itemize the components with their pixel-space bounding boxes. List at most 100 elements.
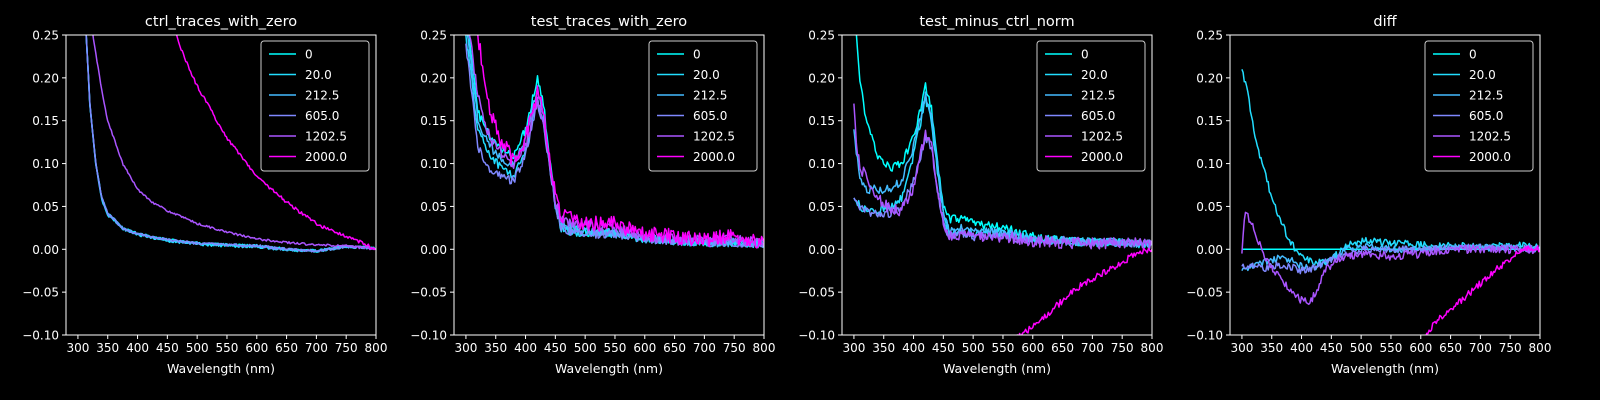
legend-label: 0 [1469,48,1477,62]
x-tick-label: 350 [1260,341,1283,355]
y-tick-label: 0.25 [32,29,59,43]
legend-label: 20.0 [693,68,720,82]
x-tick-label: 600 [1409,341,1432,355]
legend-label: 1202.5 [1081,130,1123,144]
x-tick-label: 600 [245,341,268,355]
chart-panel-3: test_minus_ctrl_norm 300 350 400 450 500 550 60… [798,14,1163,376]
y-tick-label: −0.10 [22,329,59,343]
chart-title: diff [1373,14,1397,30]
x-tick-label: 700 [693,341,716,355]
y-tick-label: −0.05 [22,286,59,300]
x-tick-label: 400 [514,341,537,355]
legend-label: 2000.0 [1469,150,1511,164]
legend-label: 20.0 [305,68,332,82]
chart-panel-4: diff 300 350 400 450 500 550 600 650 700 750 800 −0.… [1186,14,1551,376]
x-tick-label: 650 [275,341,298,355]
legend-box [648,40,758,172]
chart-title: test_traces_with_zero [531,14,688,30]
y-tick-label: −0.10 [410,329,447,343]
legend-label: 605.0 [693,109,727,123]
legend-label: 1202.5 [693,130,735,144]
series-line-605-0 [85,35,376,253]
y-tick-label: 0.15 [32,114,59,128]
x-tick-label: 450 [544,341,567,355]
legend-label: 605.0 [1081,109,1115,123]
legend-label: 212.5 [1469,89,1503,103]
y-tick-label: 0.05 [808,200,835,214]
x-tick-label: 600 [633,341,656,355]
x-axis-label: Wavelength (nm) [555,361,663,376]
legend: 0 20.0 212.5 605.0 1202.5 2000.0 [1424,40,1534,172]
y-tick-label: −0.05 [1186,286,1223,300]
legend-box [260,40,370,172]
y-tick-label: 0.20 [1196,71,1223,85]
chart-title: ctrl_traces_with_zero [145,14,297,30]
chart-panel-2: test_traces_with_zero 300 350 400 450 500 550 6… [410,14,776,376]
legend-label: 605.0 [305,109,339,123]
axes-frame [65,34,377,336]
series-line-605-0 [465,43,764,248]
y-tick-label: 0.20 [32,71,59,85]
y-tick-label: 0.10 [1196,157,1223,171]
legend-label: 212.5 [305,89,339,103]
y-tick-label: 0.25 [808,29,835,43]
y-tick-label: 0.05 [1196,200,1223,214]
axes-frame [1229,34,1541,336]
series-group [85,35,376,253]
x-tick-label: 300 [842,341,865,355]
legend: 0 20.0 212.5 605.0 1202.5 2000.0 [260,40,370,172]
legend: 0 20.0 212.5 605.0 1202.5 2000.0 [648,40,758,172]
x-tick-label: 800 [753,341,776,355]
x-tick-label: 400 [1290,341,1313,355]
legend-label: 0 [1081,48,1089,62]
series-line-1202-5 [853,103,1152,250]
legend-box [1036,40,1146,172]
y-tick-label: 0.25 [1196,29,1223,43]
legend-label: 0 [693,48,701,62]
y-tick-label: 0.10 [808,157,835,171]
y-tick-label: 0.15 [808,114,835,128]
x-tick-label: 750 [1111,341,1134,355]
series-line-1202-5 [92,35,376,251]
x-tick-label: 500 [186,341,209,355]
x-tick-label: 550 [1380,341,1403,355]
x-tick-label: 500 [962,341,985,355]
x-tick-label: 700 [1081,341,1104,355]
y-tick-label: 0.00 [808,243,835,257]
x-tick-label: 350 [872,341,895,355]
legend-label: 605.0 [1469,109,1503,123]
x-axis-label: Wavelength (nm) [167,361,275,376]
series-line-605-0 [1241,243,1540,275]
x-tick-label: 700 [305,341,328,355]
axes-frame [841,34,1153,336]
y-tick-label: −0.05 [798,286,835,300]
x-tick-label: 750 [723,341,746,355]
chart-panel-1: ctrl_traces_with_zero 300 350 400 450 500 550 6… [22,14,387,376]
y-tick-label: 0.20 [808,71,835,85]
y-tick-label: 0.10 [420,157,447,171]
x-tick-label: 400 [126,341,149,355]
x-tick-label: 350 [484,341,507,355]
legend-label: 1202.5 [305,130,347,144]
x-tick-label: 650 [663,341,686,355]
series-line-2000-0 [477,35,764,249]
x-tick-label: 400 [902,341,925,355]
axes-frame [453,34,765,336]
legend-label: 2000.0 [693,150,735,164]
series-line-2000-0 [1016,247,1152,335]
x-tick-label: 550 [604,341,627,355]
series-group [853,35,1152,335]
x-tick-label: 300 [66,341,89,355]
x-tick-label: 300 [454,341,477,355]
y-tick-label: −0.10 [1186,329,1223,343]
x-tick-label: 550 [216,341,239,355]
x-tick-label: 800 [1529,341,1552,355]
y-tick-label: 0.05 [420,200,447,214]
legend-label: 20.0 [1469,68,1496,82]
series-line-1202-5 [1241,211,1540,306]
y-tick-label: 0.20 [420,71,447,85]
x-tick-label: 750 [335,341,358,355]
legend-label: 212.5 [693,89,727,103]
legend-label: 20.0 [1081,68,1108,82]
